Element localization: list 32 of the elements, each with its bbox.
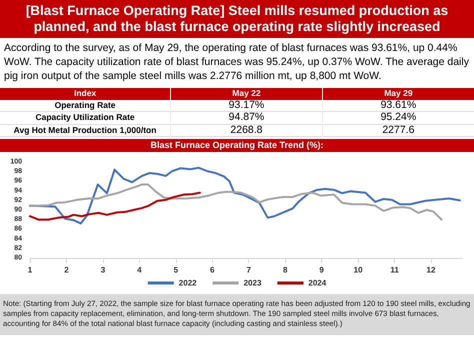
x-tick-label: 4 <box>137 266 142 274</box>
chart-title: Blast Furnace Operating Rate Trend (%): <box>0 139 474 152</box>
line-series <box>29 192 201 221</box>
x-tick-label: 6 <box>210 266 216 274</box>
text: Capacity Utilization Rate <box>0 112 171 124</box>
x-tick-label: 3 <box>100 266 106 274</box>
x-tick-label: 8 <box>282 266 288 274</box>
text: 93.17% <box>170 98 322 112</box>
text: 94.87% <box>170 111 322 124</box>
line-series <box>29 184 443 221</box>
text: 2268.8 <box>170 124 322 136</box>
x-tick-label: 12 <box>426 266 436 274</box>
legend-label: 2022 <box>178 278 198 288</box>
text: 2277.6 <box>381 124 416 136</box>
x-tick-label: 5 <box>174 266 179 274</box>
x-tick-label: 7 <box>246 266 252 274</box>
legend-label: 2024 <box>308 278 327 288</box>
x-tick-label: 10 <box>354 266 364 274</box>
x-tick-label: 2 <box>64 266 70 274</box>
text: Avg Hot Metal Production 1,000/ton <box>0 124 171 136</box>
text: 93.61% <box>380 98 418 112</box>
line-series <box>29 166 461 224</box>
text: 95.24% <box>380 111 418 124</box>
text: May 22 <box>170 88 322 100</box>
x-tick-label: 1 <box>28 266 33 274</box>
text: Operating Rate <box>0 100 171 112</box>
text: According to the survey, as of May 29, the operating rate of blast furnaces was 93.61%, up 0.44% WoW. The capacity utilization rate of blast furnaces was 95.24%, up 0.37% WoW. The average daily pig iron output of the sample steel mills was 2.2776 million mt, up 8,800 mt WoW. <box>3 41 470 84</box>
text: [Blast Furnace Operating Rate] Steel mills resumed production as planned, and the blast furnace operating rate slightly increased <box>0 0 474 38</box>
x-tick-label: 9 <box>319 266 324 274</box>
legend-label: 2023 <box>244 278 262 288</box>
x-tick-label: 11 <box>390 266 400 274</box>
text: Index <box>0 88 171 100</box>
